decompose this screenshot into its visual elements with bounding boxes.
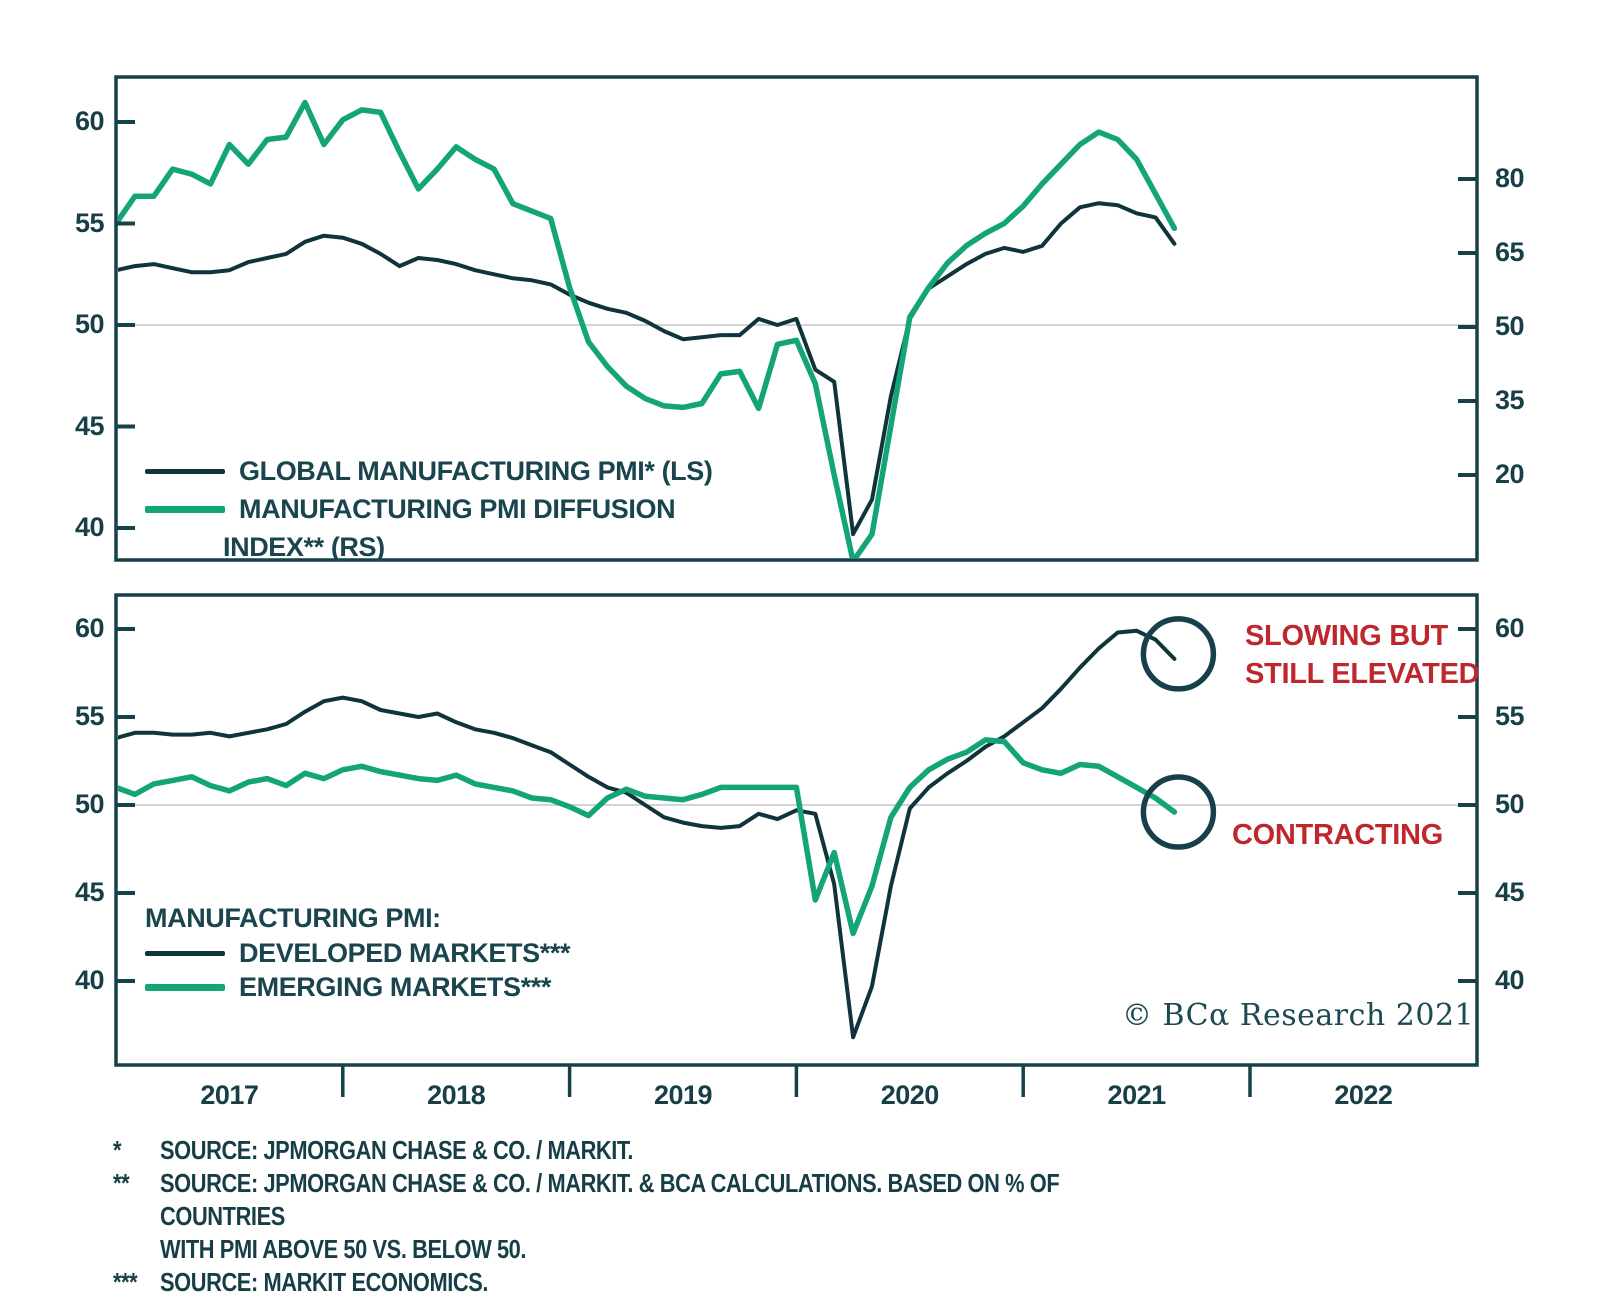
axis-tick-label: 55 xyxy=(74,701,105,731)
axis-tick-label: 45 xyxy=(74,877,105,907)
legend-row-developed-markets: DEVELOPED MARKETS*** xyxy=(145,936,570,970)
top-panel-legend: GLOBAL MANUFACTURING PMI* (LS) MANUFACTU… xyxy=(145,452,713,566)
axis-tick-label: 50 xyxy=(74,309,105,339)
bottom-legend-title: MANUFACTURING PMI: xyxy=(145,903,441,933)
footnote-2-marker: ** xyxy=(113,1168,130,1198)
axis-tick-label: 65 xyxy=(1495,237,1525,267)
developed-markets-line-swatch xyxy=(145,951,225,956)
x-axis-year-label: 2021 xyxy=(1107,1080,1167,1110)
footnote-1-marker: * xyxy=(113,1135,122,1165)
axis-tick-label: 20 xyxy=(1495,458,1525,489)
legend-row-emerging-markets: EMERGING MARKETS*** xyxy=(145,970,570,1004)
footnote-2-text: SOURCE: JPMORGAN CHASE & CO. / MARKIT. &… xyxy=(160,1168,1060,1231)
x-axis-year-label: 2018 xyxy=(427,1080,486,1110)
axis-tick-label: 50 xyxy=(1495,311,1525,341)
axis-tick-label: 60 xyxy=(74,106,105,136)
legend-row-global-pmi: GLOBAL MANUFACTURING PMI* (LS) xyxy=(145,452,713,490)
axis-tick-label: 40 xyxy=(74,512,105,542)
top-panel-frame xyxy=(114,75,1479,562)
global-pmi-line-swatch xyxy=(145,469,225,474)
axis-tick-label: 45 xyxy=(1495,877,1525,907)
axis-tick-label: 35 xyxy=(1495,384,1525,415)
legend-label-diffusion-index: MANUFACTURING PMI DIFFUSION INDEX** (RS) xyxy=(223,494,676,562)
legend-label-emerging-markets: EMERGING MARKETS*** xyxy=(239,972,551,1002)
axis-tick-label: 50 xyxy=(74,789,105,819)
bottom-panel-series-line-1 xyxy=(118,737,1178,937)
axis-tick-label: 40 xyxy=(74,965,105,995)
slowing-highlight-circle xyxy=(1140,616,1217,692)
footnote-1: * SOURCE: JPMORGAN CHASE & CO. / MARKIT. xyxy=(113,1134,1289,1167)
footnote-3-text: SOURCE: MARKIT ECONOMICS. xyxy=(160,1267,489,1297)
axis-tick-label: 80 xyxy=(1495,163,1525,193)
legend-label-developed-markets: DEVELOPED MARKETS*** xyxy=(239,938,571,968)
legend-row-diffusion-index: MANUFACTURING PMI DIFFUSION INDEX** (RS) xyxy=(145,490,712,566)
axis-tick-label: 60 xyxy=(74,613,105,643)
bottom-panel-legend: MANUFACTURING PMI: DEVELOPED MARKETS*** … xyxy=(145,900,570,1004)
footnote-3-marker: *** xyxy=(113,1267,138,1297)
top-panel-series-line-1 xyxy=(118,99,1178,558)
x-axis-year-label: 2019 xyxy=(653,1080,713,1110)
axis-tick-label: 55 xyxy=(1495,701,1525,731)
contracting-highlight-circle xyxy=(1140,774,1217,850)
diffusion-index-line-swatch xyxy=(145,506,225,513)
bca-research-copyright: © BCα Research 2021 xyxy=(1122,998,1475,1033)
axis-tick-label: 60 xyxy=(1495,613,1525,643)
legend-label-global-pmi: GLOBAL MANUFACTURING PMI* (LS) xyxy=(239,456,713,486)
footnotes: * SOURCE: JPMORGAN CHASE & CO. / MARKIT.… xyxy=(113,1134,1289,1298)
footnote-1-text: SOURCE: JPMORGAN CHASE & CO. / MARKIT. xyxy=(160,1135,634,1165)
top-panel-series-line-0 xyxy=(118,201,1177,537)
footnote-2: ** SOURCE: JPMORGAN CHASE & CO. / MARKIT… xyxy=(113,1167,1289,1233)
x-axis-year-label: 2020 xyxy=(880,1080,940,1110)
footnote-2-continuation: WITH PMI ABOVE 50 VS. BELOW 50. xyxy=(160,1234,527,1264)
axis-tick-label: 50 xyxy=(1495,789,1525,819)
emerging-markets-line-swatch xyxy=(145,984,225,991)
footnote-3: *** SOURCE: MARKIT ECONOMICS. xyxy=(113,1266,1289,1298)
axis-tick-label: 45 xyxy=(74,410,105,441)
x-axis-year-label: 2022 xyxy=(1334,1080,1393,1110)
annotation-slowing-but-still-elevated: SLOWING BUT STILL ELEVATED xyxy=(1245,620,1480,690)
axis-tick-label: 40 xyxy=(1495,965,1525,995)
axis-tick-label: 55 xyxy=(74,207,105,238)
x-axis-year-label: 2017 xyxy=(200,1080,259,1110)
annotation-contracting: CONTRACTING xyxy=(1232,819,1443,851)
